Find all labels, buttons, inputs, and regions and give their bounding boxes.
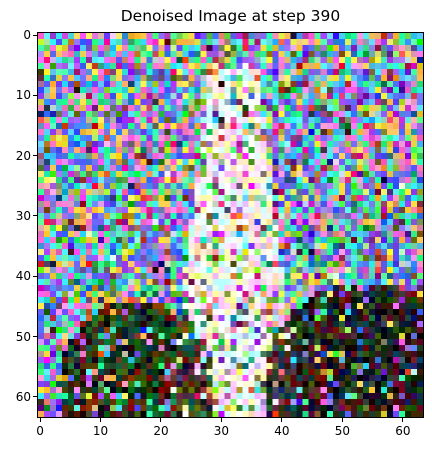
x-tick-mark [281, 418, 282, 422]
x-tick-label: 30 [208, 425, 234, 437]
x-tick-mark [100, 418, 101, 422]
x-tick-label: 0 [27, 425, 53, 437]
x-tick-mark [221, 418, 222, 422]
x-tick-label: 10 [87, 425, 113, 437]
y-tick-mark [33, 35, 37, 36]
y-tick-mark [33, 276, 37, 277]
x-tick-mark [402, 418, 403, 422]
x-tick-mark [160, 418, 161, 422]
y-tick-mark [33, 95, 37, 96]
x-tick-mark [40, 418, 41, 422]
chart-title: Denoised Image at step 390 [37, 7, 424, 25]
y-tick-label: 50 [9, 331, 31, 343]
y-tick-label: 0 [9, 29, 31, 41]
y-tick-mark [33, 215, 37, 216]
y-tick-label: 30 [9, 210, 31, 222]
y-tick-label: 10 [9, 89, 31, 101]
x-tick-label: 50 [329, 425, 355, 437]
heatmap-image [38, 33, 423, 417]
x-tick-label: 40 [269, 425, 295, 437]
x-tick-label: 60 [390, 425, 416, 437]
y-tick-label: 40 [9, 270, 31, 282]
y-tick-mark [33, 336, 37, 337]
y-tick-label: 20 [9, 150, 31, 162]
y-tick-mark [33, 396, 37, 397]
x-tick-mark [342, 418, 343, 422]
x-tick-label: 20 [148, 425, 174, 437]
y-tick-label: 60 [9, 391, 31, 403]
plot-area [37, 32, 424, 418]
y-tick-mark [33, 155, 37, 156]
